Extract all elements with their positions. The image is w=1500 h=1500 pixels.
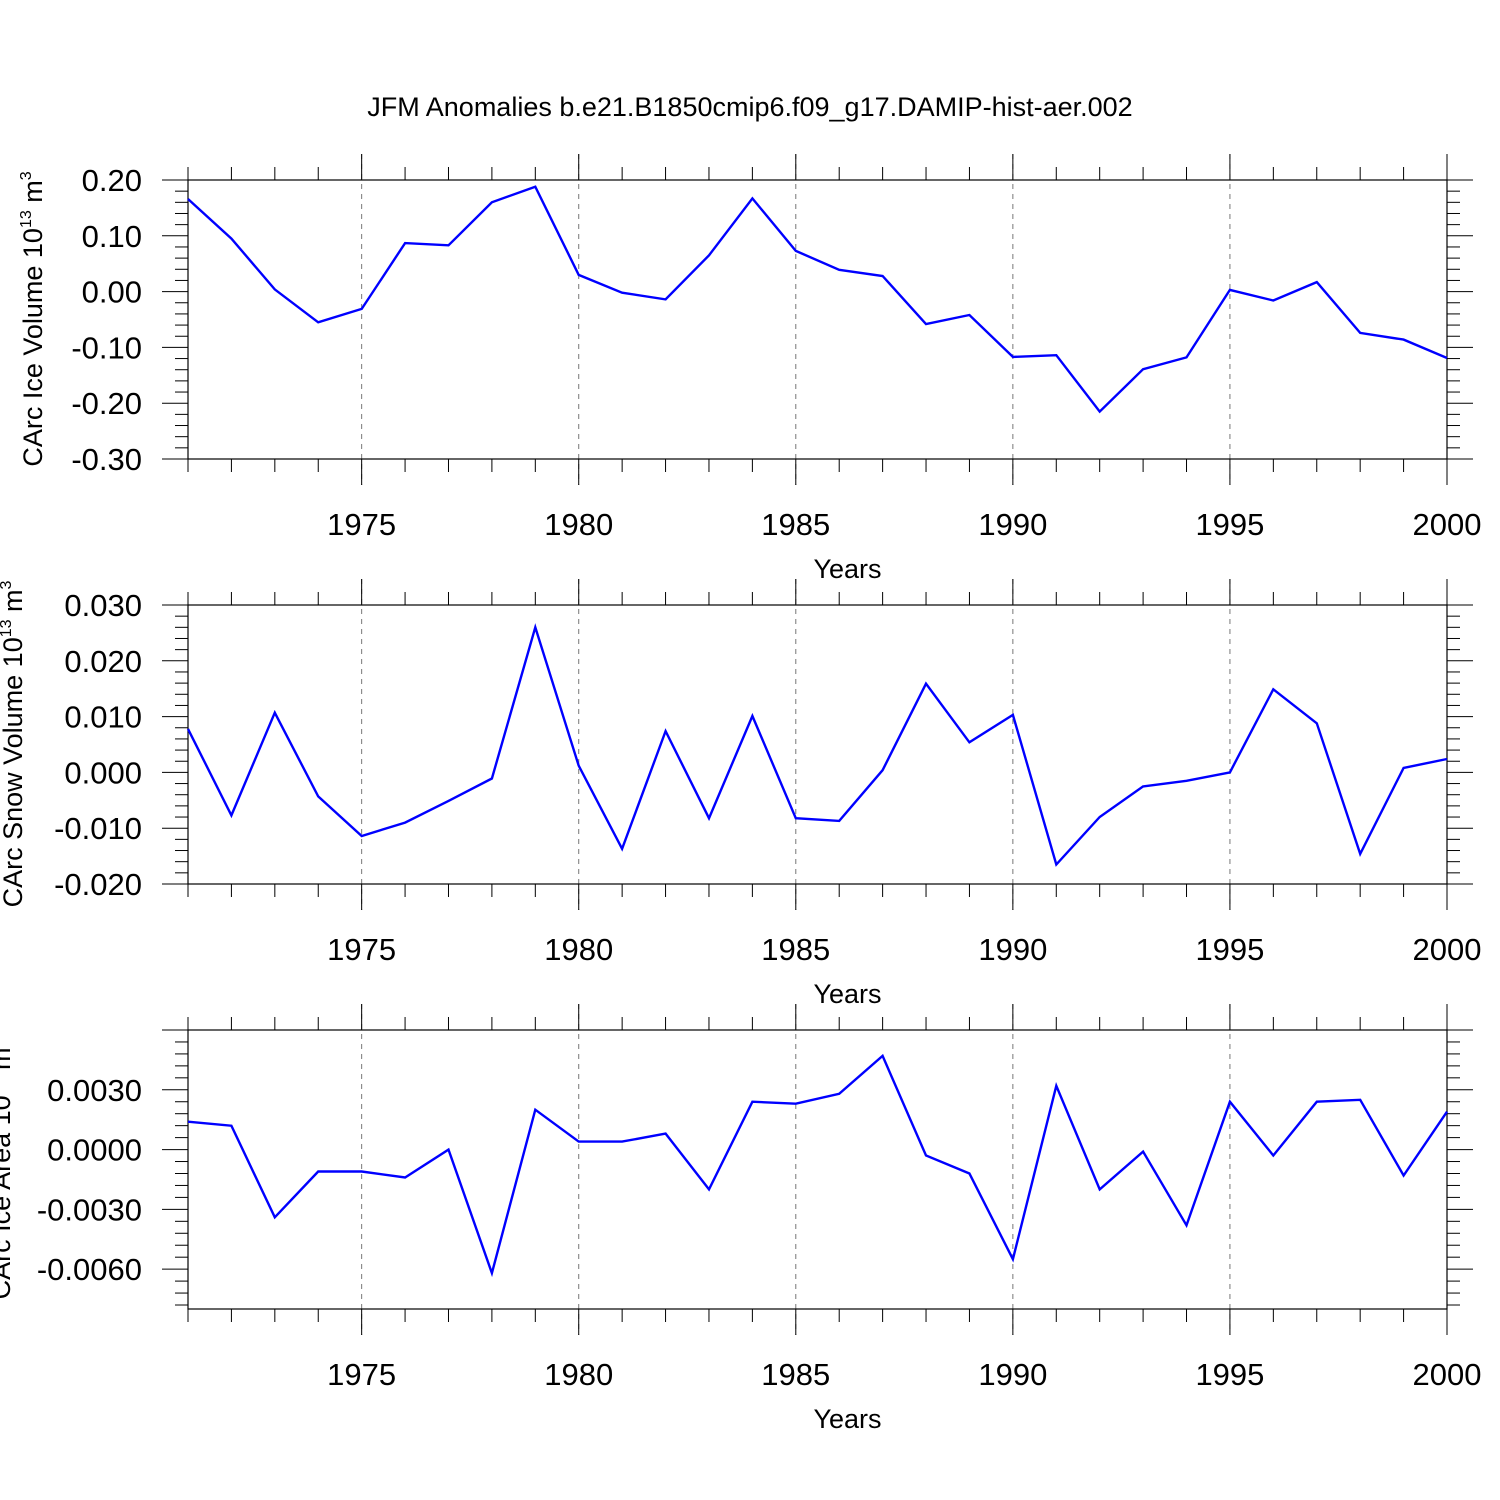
y-tick-label: -0.30 [71, 442, 142, 477]
y-axis-label: CArc Ice Area 1013 m2 [0, 1039, 16, 1300]
y-tick-label: 0.0030 [47, 1073, 142, 1108]
x-tick-label-1975: 1975 [327, 507, 396, 542]
x-tick-label-2000: 2000 [1413, 507, 1482, 542]
y-tick-label: -0.020 [54, 867, 142, 902]
plot-frame [187, 1029, 1448, 1310]
y-tick-label: 0.000 [64, 755, 142, 790]
y-tick-label: 0.20 [82, 163, 142, 198]
x-tick-label-1995: 1995 [1195, 507, 1264, 542]
y-tick-label: 0.030 [64, 588, 142, 623]
plot-frame [187, 179, 1448, 460]
y-tick-label: 0.010 [64, 700, 142, 735]
x-tick-label-2000: 2000 [1413, 932, 1482, 967]
x-tick-label-1975: 1975 [327, 932, 396, 967]
y-tick-label: -0.0030 [37, 1192, 142, 1227]
x-tick-label-1995: 1995 [1195, 932, 1264, 967]
y-tick-label: 0.10 [82, 219, 142, 254]
x-tick-label-1985: 1985 [761, 932, 830, 967]
x-tick-label-1980: 1980 [544, 1357, 613, 1392]
y-axis-label: CArc Ice Volume 1013 m3 [18, 171, 48, 466]
x-tick-label-1990: 1990 [978, 507, 1047, 542]
panel-1: 1975 1980 1985 1990 1995 2000 0.20 0.10 0.00 -0.1… [18, 154, 1481, 584]
x-tick-label-1985: 1985 [761, 1357, 830, 1392]
x-tick-label-2000: 2000 [1413, 1357, 1482, 1392]
y-tick-label: 0.00 [82, 275, 142, 310]
x-tick-label-1985: 1985 [761, 507, 830, 542]
y-tick-label: -0.0060 [37, 1252, 142, 1287]
series-line-3 [187, 1053, 1448, 1278]
x-tick-label-1975: 1975 [327, 1357, 396, 1392]
series-line-1 [187, 185, 1448, 414]
x-tick-label-1990: 1990 [978, 1357, 1047, 1392]
x-axis-label: Years [813, 554, 881, 584]
x-tick-label-1980: 1980 [544, 507, 613, 542]
x-tick-label-1990: 1990 [978, 932, 1047, 967]
y-tick-label: -0.20 [71, 386, 142, 421]
y-tick-label: 0.020 [64, 644, 142, 679]
x-tick-label-1980: 1980 [544, 932, 613, 967]
y-tick-label: -0.010 [54, 811, 142, 846]
plot-frame [187, 604, 1448, 885]
x-tick-label-1995: 1995 [1195, 1357, 1264, 1392]
y-axis-label: CArc Snow Volume 1013 m3 [0, 580, 28, 907]
x-axis-label: Years [813, 979, 881, 1009]
series-line-2 [186, 623, 1448, 867]
panel-2: 1975 1980 1985 1990 1995 2000 0.030 0.020 0.010 0… [0, 579, 1481, 1009]
chart-title: JFM Anomalies b.e21.B1850cmip6.f09_g17.D… [367, 92, 1132, 122]
panel-3: 1975 1980 1985 1990 1995 2000 0.0030 0.0000 -0.0… [0, 1004, 1481, 1434]
y-tick-label: 0.0000 [47, 1133, 142, 1168]
x-axis-label: Years [813, 1404, 881, 1434]
y-tick-label: -0.10 [71, 330, 142, 365]
